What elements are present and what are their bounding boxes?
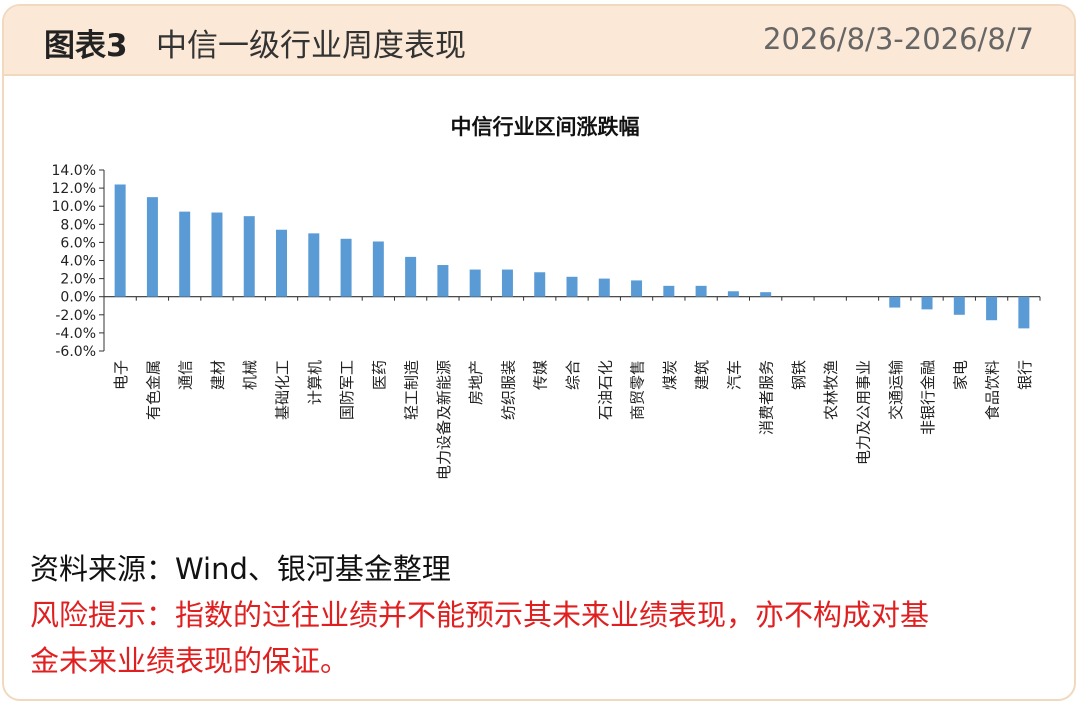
y-tick-label: 10.0% [52,199,96,215]
bar [921,296,933,310]
bar [1018,296,1030,329]
x-category-label: 农林牧渔 [822,360,840,420]
x-category-label: 计算机 [306,360,324,405]
bar [534,272,546,297]
x-category-label: 纺织服装 [499,360,517,420]
x-category-label: 通信 [177,360,195,390]
x-category-label: 医药 [370,360,388,390]
x-category-label: 基础化工 [274,360,292,420]
bar [114,184,126,297]
x-category-label: 消费者服务 [758,360,776,435]
y-tick-label: 8.0% [60,217,96,233]
figure-label: 图表3 [44,28,128,64]
y-tick-label: -2.0% [55,308,96,324]
bar [146,197,158,297]
bar [889,296,901,308]
y-tick-label: 0.0% [60,290,96,306]
bar [469,269,481,297]
bars [114,184,1041,329]
bar [276,229,288,297]
y-tick-label: 2.0% [60,272,96,288]
x-category-label: 家电 [951,360,969,390]
x-category-label: 钢铁 [790,360,808,390]
figure-card: 图表3 中信一级行业周度表现 2026/8/3-2026/8/7 中信行业区间涨… [2,4,1076,701]
bar [405,256,417,297]
x-category-label: 房地产 [467,360,485,405]
x-category-label: 煤炭 [661,360,679,390]
bar [727,291,739,297]
x-category-label: 轻工制造 [403,360,421,420]
bar [372,241,384,297]
y-tick-label: -6.0% [55,344,96,360]
y-tick-label: -4.0% [55,326,96,342]
y-tick-label: 14.0% [52,163,96,179]
x-category-label: 机械 [241,360,259,390]
x-category-label: 建筑 [693,360,711,390]
x-category-label: 商贸零售 [629,360,647,420]
y-tick-label: 12.0% [52,181,96,197]
bar [211,212,223,297]
x-category-label: 国防军工 [338,360,356,420]
bar [308,233,320,297]
bar [340,238,352,297]
bar [760,292,772,297]
bar [986,296,998,321]
bar [695,285,707,297]
source-note: 资料来源：Wind、银河基金整理 [30,552,451,586]
date-range: 2026/8/3-2026/8/7 [763,22,1034,56]
bar [631,280,643,297]
risk-warning-line-1: 风险提示：指数的过往业绩并不能预示其未来业绩表现，亦不构成对基 [30,598,930,632]
bar [501,269,513,297]
x-category-label: 交通运输 [887,360,905,420]
x-category-label: 电力及公用事业 [854,360,872,465]
x-category-label: 传媒 [532,360,550,390]
y-tick-label: 6.0% [60,235,96,251]
bar [243,216,255,297]
x-category-label: 汽车 [725,360,743,390]
bar-chart: 中信行业区间涨跌幅 14.0% 12.0% 10.0% 8.0% 6.0% 4.0% 2.0… [52,115,1041,480]
x-category-label: 建材 [209,360,227,390]
bar [953,296,965,315]
bar [663,285,675,297]
figure-title: 中信一级行业周度表现 [156,28,466,64]
x-category-label: 食品饮料 [984,360,1002,420]
x-category-label: 电子 [112,360,130,390]
bar [566,276,578,297]
figure-header: 图表3 中信一级行业周度表现 2026/8/3-2026/8/7 [4,6,1074,76]
y-axis: 14.0% 12.0% 10.0% 8.0% 6.0% 4.0% 2.0% 0.0% -2.0%… [52,163,1040,360]
x-axis-labels: 电子 有色金属 通信 建材 机械 基础化工 计算机 国防军工 医药 轻工制造 电力设备及新能源 房地产… [112,360,1034,480]
x-category-label: 综合 [564,360,582,390]
x-category-label: 银行 [1016,360,1034,390]
chart-title: 中信行业区间涨跌幅 [451,115,640,139]
risk-warning-line-2: 金未来业绩表现的保证。 [30,644,350,678]
x-category-label: 非银行金融 [919,360,937,435]
y-tick-label: 4.0% [60,254,96,270]
risk-warning: 风险提示：指数的过往业绩并不能预示其未来业绩表现，亦不构成对基 金未来业绩表现的… [30,592,1050,684]
bar [598,278,610,297]
x-category-label: 有色金属 [144,360,162,420]
bar [179,211,191,297]
x-category-label: 电力设备及新能源 [435,360,453,480]
x-category-label: 石油石化 [596,360,614,420]
bar [437,265,449,297]
